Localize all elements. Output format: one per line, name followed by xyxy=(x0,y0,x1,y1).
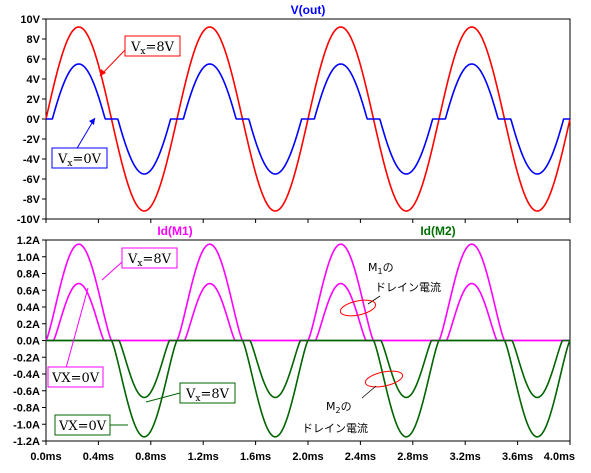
top-y-tick-label: 0V xyxy=(27,114,41,126)
top-series-group xyxy=(45,26,571,212)
top-series-1 xyxy=(46,63,570,175)
svg-text:M1の: M1の xyxy=(368,261,394,276)
bottom-y-tick-label: 0.8A xyxy=(17,269,40,281)
top-y-tick-label: -2V xyxy=(23,134,41,146)
bottom-y-tick-label: 0.6A xyxy=(17,285,40,297)
top-y-tick-label: 4V xyxy=(27,74,41,86)
bottom-plot-title-m2: Id(M2) xyxy=(420,224,455,238)
svg-text:ドレイン電流: ドレイン電流 xyxy=(375,280,441,294)
svg-text:Vx=8V: Vx=8V xyxy=(130,40,175,57)
x-tick-label: 1.6ms xyxy=(240,451,271,463)
bottom-y-tick-label: 0.2A xyxy=(17,319,40,331)
x-tick-label: 2.8ms xyxy=(397,451,428,463)
annotation-vx8-m2: Vx=8V xyxy=(145,382,236,404)
bottom-plot-title-m1: Id(M1) xyxy=(157,224,192,238)
svg-text:ドレイン電流: ドレイン電流 xyxy=(302,421,368,435)
top-y-tick-label: 6V xyxy=(27,54,41,66)
svg-text:M2の: M2の xyxy=(326,400,352,415)
top-y-tick-label: -10V xyxy=(17,214,41,226)
bottom-y-tick-label: -0.8A xyxy=(13,403,40,415)
annotation-vx0-m1: VX=0V xyxy=(47,287,104,388)
x-tick-label: 3.2ms xyxy=(450,451,481,463)
svg-text:Vx=8V: Vx=8V xyxy=(127,252,172,269)
bottom-series-group xyxy=(45,243,571,438)
bottom-series-3 xyxy=(46,339,570,399)
svg-text:VX=0V: VX=0V xyxy=(51,371,100,386)
svg-text:VX=0V: VX=0V xyxy=(58,419,107,434)
annotation-vx8-top: Vx=8V xyxy=(99,35,181,77)
x-tick-label: 2.0ms xyxy=(292,451,323,463)
x-tick-label: 4.0ms xyxy=(544,451,575,463)
top-y-tick-label: -6V xyxy=(23,174,41,186)
x-tick-label: 0.0ms xyxy=(30,451,61,463)
bottom-y-tick-label: -1.2A xyxy=(13,436,40,448)
annotation-vx0-top: Vx=0V xyxy=(51,117,108,169)
top-plot-title: V(out) xyxy=(291,3,326,17)
bottom-y-axis: 1.2A 1.0A 0.8A 0.6A 0.4A 0.2A 0.0A -0.2A -0.4A -0… xyxy=(13,235,46,448)
bottom-y-tick-label: -0.6A xyxy=(13,386,40,398)
top-y-tick-label: 8V xyxy=(27,34,41,46)
bottom-y-tick-label: 0.0A xyxy=(17,336,40,348)
x-tick-label: 0.8ms xyxy=(135,451,166,463)
bottom-y-tick-label: 1.2A xyxy=(17,235,40,247)
x-tick-label: 1.2ms xyxy=(188,451,219,463)
bottom-y-tick-label: -0.4A xyxy=(13,369,40,381)
top-y-tick-label: -4V xyxy=(23,154,41,166)
note-m2-drain-current: M2の ドレイン電流 xyxy=(302,370,404,435)
x-tick-label: 0.4ms xyxy=(83,451,114,463)
x-tick-label: 3.6ms xyxy=(502,451,533,463)
bottom-y-tick-label: 0.4A xyxy=(17,302,40,314)
top-y-tick-label: -8V xyxy=(23,194,41,206)
bottom-y-tick-label: -0.2A xyxy=(13,352,40,364)
svg-text:Vx=0V: Vx=0V xyxy=(57,152,102,169)
bottom-y-tick-label: -1.0A xyxy=(13,419,40,431)
annotation-vx0-m2: VX=0V xyxy=(54,414,128,436)
svg-text:Vx=8V: Vx=8V xyxy=(185,387,230,404)
bottom-y-tick-label: 1.0A xyxy=(17,252,40,264)
top-y-axis: 10V 8V 6V 4V 2V 0V -2V -4V -6V -8V -10V xyxy=(17,14,46,226)
top-y-tick-label: 2V xyxy=(27,94,41,106)
x-axis: 0.0ms 0.4ms 0.8ms 1.2ms 1.6ms 2.0ms 2.4ms 2.8ms… xyxy=(30,219,575,463)
note-m1-drain-current: M1の ドレイン電流 xyxy=(339,261,441,317)
annotation-vx8-m1: Vx=8V xyxy=(101,247,178,281)
top-y-tick-label: 10V xyxy=(20,14,40,26)
x-tick-label: 2.4ms xyxy=(345,451,376,463)
